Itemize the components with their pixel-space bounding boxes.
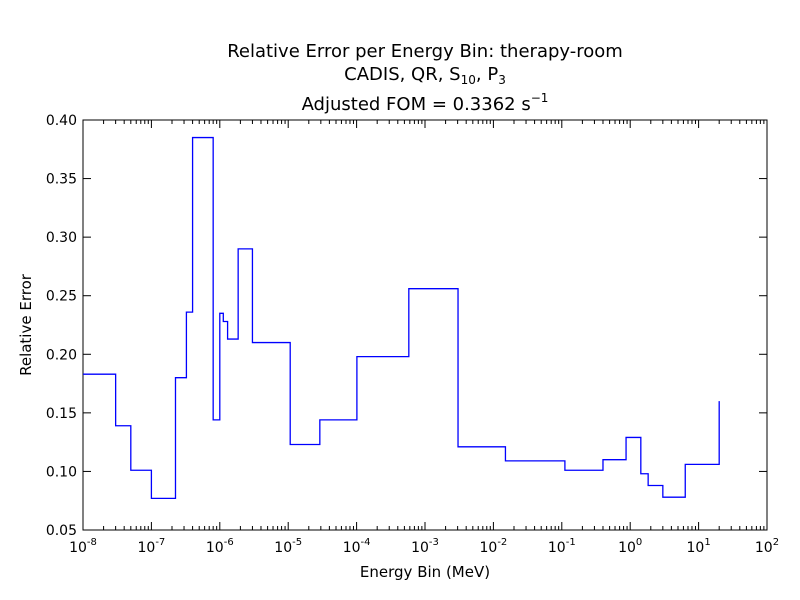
- title-line-2: CADIS, QR, S10, P3: [344, 64, 506, 87]
- y-tick-label: 0.40: [46, 113, 77, 129]
- y-tick-label: 0.20: [46, 347, 77, 363]
- y-axis-label: Relative Error: [17, 273, 35, 376]
- x-tick-label: 10-7: [137, 537, 165, 556]
- x-tick-label: 10-5: [274, 537, 302, 556]
- y-tick-label: 0.15: [46, 406, 77, 422]
- title-line-3: Adjusted FOM = 0.3362 s−1: [302, 91, 549, 115]
- series-line: [83, 136, 720, 500]
- title-line-1: Relative Error per Energy Bin: therapy-r…: [227, 41, 623, 62]
- chart-title: Relative Error per Energy Bin: therapy-r…: [227, 41, 623, 115]
- x-tick-label: 10-1: [548, 537, 576, 556]
- y-tick-label: 0.30: [46, 230, 77, 246]
- x-tick-label: 10-3: [411, 537, 439, 556]
- y-tick-label: 0.10: [46, 464, 77, 480]
- x-tick-label: 10-4: [343, 537, 371, 556]
- x-tick-label: 10-8: [69, 537, 97, 556]
- x-axis-label: Energy Bin (MeV): [360, 563, 490, 581]
- ticks: 10-8 10-7 10-6 10-5 10-4 10-3 10-2 10-1 100 101 10…: [46, 113, 779, 556]
- y-tick-label: 0.35: [46, 172, 77, 188]
- series-group: [83, 136, 720, 500]
- y-tick-label: 0.25: [46, 289, 77, 305]
- x-tick-label: 100: [618, 537, 642, 556]
- plot-area: [82, 119, 768, 531]
- x-tick-label: 101: [686, 537, 710, 556]
- x-tick-label: 102: [755, 537, 779, 556]
- x-tick-label: 10-6: [206, 537, 234, 556]
- x-tick-label: 10-2: [479, 537, 507, 556]
- y-tick-label: 0.05: [46, 523, 77, 539]
